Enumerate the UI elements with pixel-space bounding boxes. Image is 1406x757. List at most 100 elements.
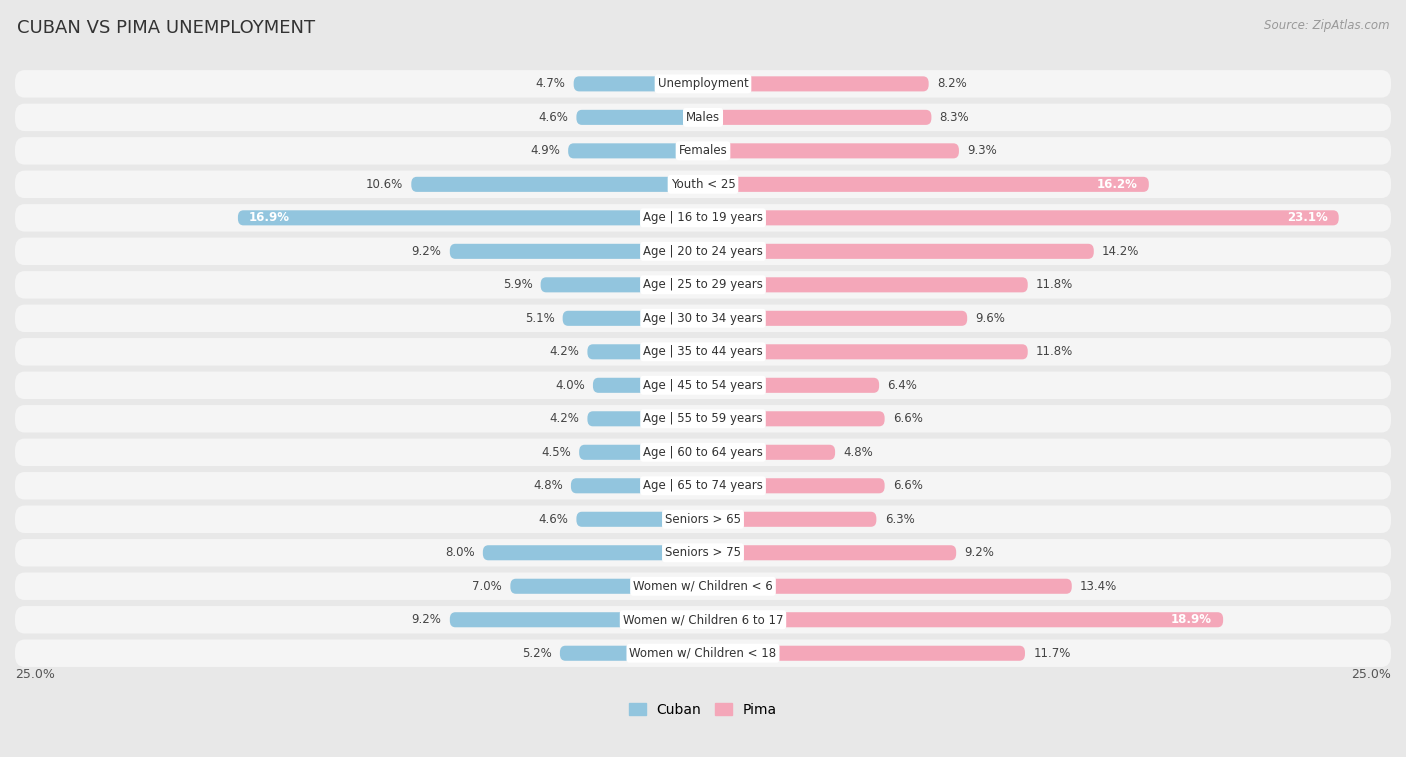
FancyBboxPatch shape: [703, 578, 1071, 593]
FancyBboxPatch shape: [482, 545, 703, 560]
FancyBboxPatch shape: [703, 445, 835, 459]
FancyBboxPatch shape: [15, 137, 1391, 164]
FancyBboxPatch shape: [15, 539, 1391, 566]
Text: 25.0%: 25.0%: [1351, 668, 1391, 681]
Text: 16.9%: 16.9%: [249, 211, 290, 224]
Text: Seniors > 65: Seniors > 65: [665, 512, 741, 526]
Text: 11.8%: 11.8%: [1036, 279, 1073, 291]
Text: 9.2%: 9.2%: [412, 613, 441, 626]
FancyBboxPatch shape: [15, 506, 1391, 533]
FancyBboxPatch shape: [703, 411, 884, 426]
FancyBboxPatch shape: [15, 572, 1391, 600]
Text: Youth < 25: Youth < 25: [671, 178, 735, 191]
FancyBboxPatch shape: [574, 76, 703, 92]
FancyBboxPatch shape: [703, 210, 1339, 226]
Text: 11.7%: 11.7%: [1033, 646, 1070, 660]
FancyBboxPatch shape: [703, 478, 884, 494]
Text: Age | 30 to 34 years: Age | 30 to 34 years: [643, 312, 763, 325]
FancyBboxPatch shape: [510, 578, 703, 593]
FancyBboxPatch shape: [703, 244, 1094, 259]
Text: 4.0%: 4.0%: [555, 378, 585, 392]
Text: Age | 20 to 24 years: Age | 20 to 24 years: [643, 245, 763, 258]
FancyBboxPatch shape: [703, 177, 1149, 192]
Text: 4.8%: 4.8%: [844, 446, 873, 459]
Text: 6.6%: 6.6%: [893, 479, 922, 492]
FancyBboxPatch shape: [703, 612, 1223, 628]
FancyBboxPatch shape: [450, 244, 703, 259]
Text: 4.8%: 4.8%: [533, 479, 562, 492]
Text: 4.2%: 4.2%: [550, 413, 579, 425]
Text: 4.5%: 4.5%: [541, 446, 571, 459]
FancyBboxPatch shape: [15, 438, 1391, 466]
FancyBboxPatch shape: [541, 277, 703, 292]
Text: 4.9%: 4.9%: [530, 145, 560, 157]
Text: 11.8%: 11.8%: [1036, 345, 1073, 358]
FancyBboxPatch shape: [15, 472, 1391, 500]
Text: Males: Males: [686, 111, 720, 124]
FancyBboxPatch shape: [562, 311, 703, 326]
FancyBboxPatch shape: [15, 372, 1391, 399]
FancyBboxPatch shape: [703, 512, 876, 527]
Text: 8.2%: 8.2%: [936, 77, 967, 90]
FancyBboxPatch shape: [703, 378, 879, 393]
FancyBboxPatch shape: [576, 110, 703, 125]
FancyBboxPatch shape: [15, 204, 1391, 232]
Text: CUBAN VS PIMA UNEMPLOYMENT: CUBAN VS PIMA UNEMPLOYMENT: [17, 19, 315, 37]
FancyBboxPatch shape: [703, 545, 956, 560]
Text: Age | 25 to 29 years: Age | 25 to 29 years: [643, 279, 763, 291]
Text: 7.0%: 7.0%: [472, 580, 502, 593]
Text: 25.0%: 25.0%: [15, 668, 55, 681]
FancyBboxPatch shape: [703, 277, 1028, 292]
Text: 16.2%: 16.2%: [1097, 178, 1137, 191]
Text: Females: Females: [679, 145, 727, 157]
Text: 8.0%: 8.0%: [444, 547, 475, 559]
FancyBboxPatch shape: [588, 411, 703, 426]
FancyBboxPatch shape: [15, 338, 1391, 366]
Text: Age | 16 to 19 years: Age | 16 to 19 years: [643, 211, 763, 224]
Text: 9.3%: 9.3%: [967, 145, 997, 157]
FancyBboxPatch shape: [560, 646, 703, 661]
FancyBboxPatch shape: [571, 478, 703, 494]
Text: Age | 55 to 59 years: Age | 55 to 59 years: [643, 413, 763, 425]
FancyBboxPatch shape: [593, 378, 703, 393]
FancyBboxPatch shape: [703, 344, 1028, 360]
FancyBboxPatch shape: [15, 238, 1391, 265]
FancyBboxPatch shape: [703, 110, 931, 125]
FancyBboxPatch shape: [15, 606, 1391, 634]
Text: 5.1%: 5.1%: [524, 312, 554, 325]
Text: 6.6%: 6.6%: [893, 413, 922, 425]
FancyBboxPatch shape: [15, 640, 1391, 667]
FancyBboxPatch shape: [15, 170, 1391, 198]
Text: 4.6%: 4.6%: [538, 111, 568, 124]
FancyBboxPatch shape: [568, 143, 703, 158]
FancyBboxPatch shape: [238, 210, 703, 226]
Text: 9.2%: 9.2%: [965, 547, 994, 559]
Text: 10.6%: 10.6%: [366, 178, 404, 191]
Text: 6.3%: 6.3%: [884, 512, 914, 526]
Text: 9.2%: 9.2%: [412, 245, 441, 258]
Text: Age | 45 to 54 years: Age | 45 to 54 years: [643, 378, 763, 392]
FancyBboxPatch shape: [588, 344, 703, 360]
Text: Unemployment: Unemployment: [658, 77, 748, 90]
FancyBboxPatch shape: [450, 612, 703, 628]
FancyBboxPatch shape: [703, 311, 967, 326]
FancyBboxPatch shape: [412, 177, 703, 192]
Text: 4.2%: 4.2%: [550, 345, 579, 358]
FancyBboxPatch shape: [15, 104, 1391, 131]
FancyBboxPatch shape: [703, 76, 929, 92]
Text: 9.6%: 9.6%: [976, 312, 1005, 325]
Legend: Cuban, Pima: Cuban, Pima: [623, 697, 783, 722]
FancyBboxPatch shape: [15, 304, 1391, 332]
Text: 6.4%: 6.4%: [887, 378, 917, 392]
Text: Seniors > 75: Seniors > 75: [665, 547, 741, 559]
Text: 13.4%: 13.4%: [1080, 580, 1118, 593]
Text: 8.3%: 8.3%: [939, 111, 969, 124]
Text: 23.1%: 23.1%: [1286, 211, 1327, 224]
Text: Age | 35 to 44 years: Age | 35 to 44 years: [643, 345, 763, 358]
Text: 5.2%: 5.2%: [522, 646, 551, 660]
Text: Women w/ Children < 6: Women w/ Children < 6: [633, 580, 773, 593]
Text: 4.6%: 4.6%: [538, 512, 568, 526]
Text: Age | 65 to 74 years: Age | 65 to 74 years: [643, 479, 763, 492]
FancyBboxPatch shape: [15, 405, 1391, 432]
Text: 18.9%: 18.9%: [1171, 613, 1212, 626]
